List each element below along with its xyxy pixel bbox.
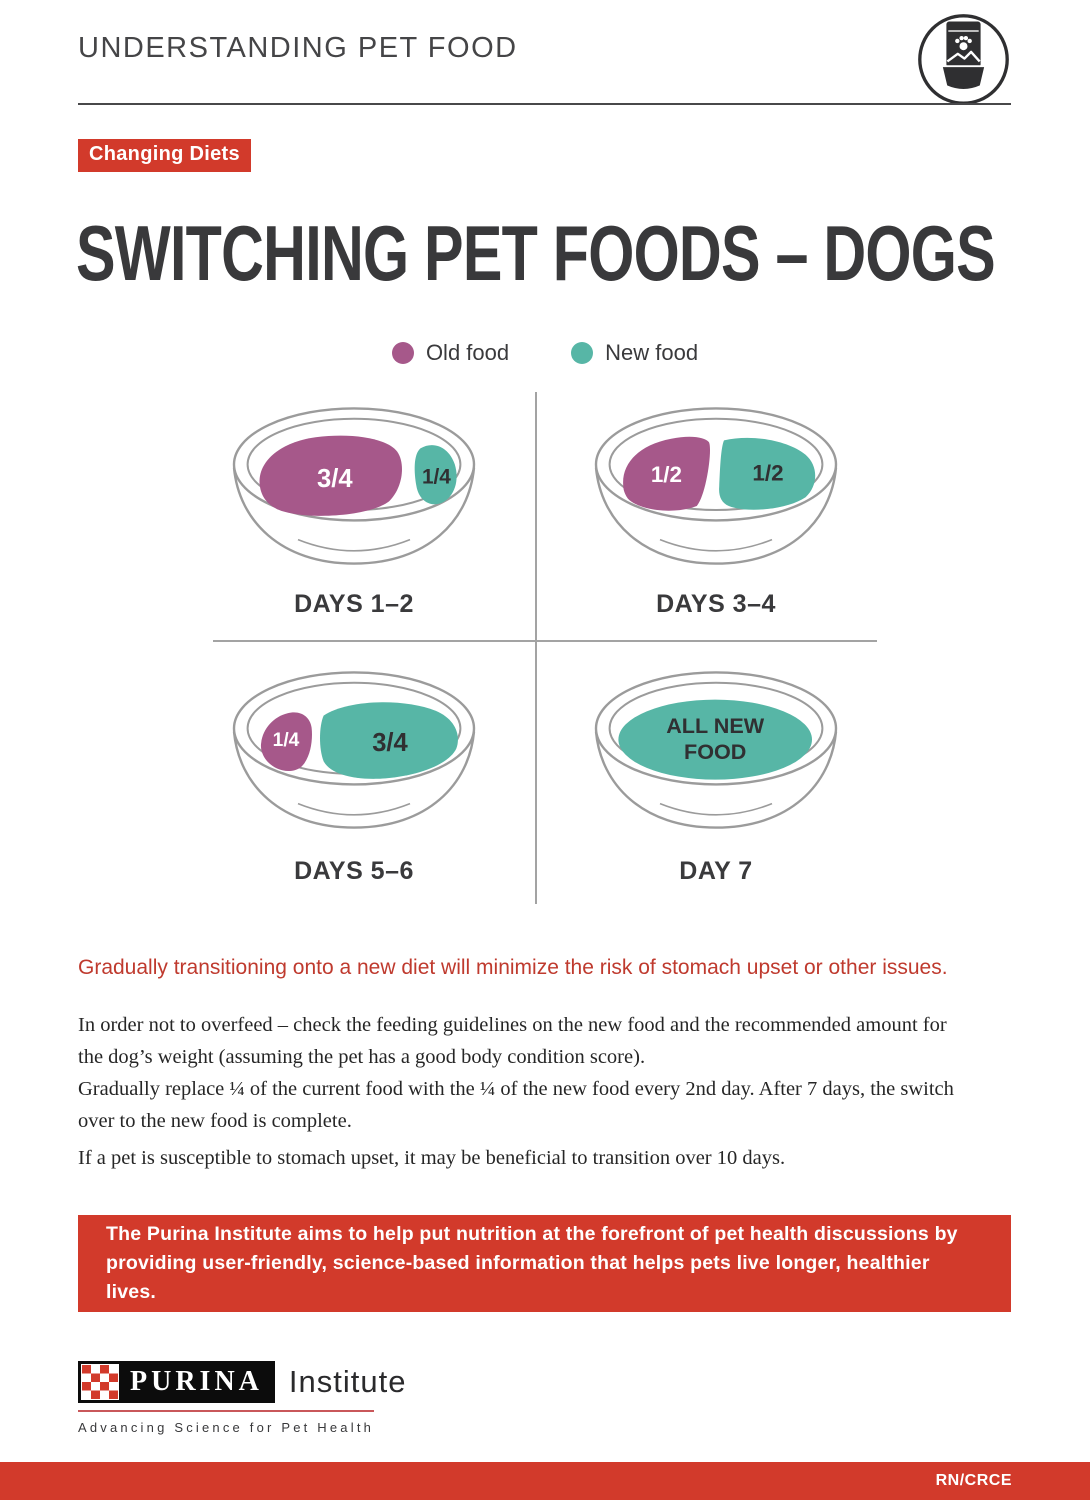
bowl3-label: DAYS 5–6 <box>294 857 414 885</box>
bowl4-new-food-line1: ALL NEW <box>666 713 765 738</box>
logo-tagline: Advancing Science for Pet Health <box>78 1420 375 1435</box>
page-title: SWITCHING PET FOODS – DOGS <box>76 209 996 297</box>
legend-old-label: Old food <box>425 340 510 365</box>
diagram-divider-horizontal <box>213 640 877 642</box>
legend-item-new-food: New food <box>571 340 698 366</box>
bowl4-new-food-line2: FOOD <box>684 739 746 764</box>
pet-food-bag-bowl-icon <box>916 12 1011 112</box>
legend: Old food New food <box>0 340 1090 366</box>
legend-new-label: New food <box>605 340 699 365</box>
bowl-days-1-2: 3/4 1/4 <box>226 402 482 578</box>
body-paragraph-1: In order not to overfeed – check the fee… <box>78 1014 947 1068</box>
bowl2-label: DAYS 3–4 <box>656 590 776 618</box>
purina-wordmark-box: PURINA <box>78 1361 275 1403</box>
body-paragraph-3: If a pet is susceptible to stomach upset… <box>78 1147 786 1169</box>
page-header-title: UNDERSTANDING PET FOOD <box>78 32 518 64</box>
footer-bar: RN/CRCE <box>0 1462 1090 1500</box>
bowl2-old-fraction: 1/2 <box>651 462 682 487</box>
bowl1-new-fraction: 1/4 <box>422 466 451 489</box>
bowl-day-7: ALL NEW FOOD <box>588 666 844 842</box>
bowl3-old-fraction: 1/4 <box>273 730 300 751</box>
new-food-dot-icon <box>571 342 594 364</box>
section-badge: Changing Diets <box>78 139 251 172</box>
header-divider <box>78 103 1011 105</box>
bowl1-old-fraction: 3/4 <box>317 465 353 493</box>
body-paragraph-2: Gradually replace ¼ of the current food … <box>78 1078 954 1132</box>
bowl3-new-fraction: 3/4 <box>372 729 408 757</box>
diagram-divider-vertical <box>535 392 537 904</box>
logo-divider <box>78 1410 374 1412</box>
footer-code: RN/CRCE <box>935 1472 1012 1489</box>
bowl1-label: DAYS 1–2 <box>294 590 414 618</box>
bowl4-label: DAY 7 <box>679 857 753 885</box>
purina-brand-text: PURINA <box>130 1366 263 1397</box>
mission-banner-text: The Purina Institute aims to help put nu… <box>106 1222 958 1304</box>
purina-checkerboard-icon <box>78 1361 122 1403</box>
bowl2-new-fraction: 1/2 <box>752 460 783 485</box>
legend-item-old-food: Old food <box>391 340 510 366</box>
bowl-days-5-6: 1/4 3/4 <box>226 666 482 842</box>
mission-banner: The Purina Institute aims to help put nu… <box>78 1215 1011 1312</box>
old-food-dot-icon <box>391 342 414 364</box>
purina-institute-logo: PURINA Institute Advancing Science for P… <box>78 1361 406 1435</box>
institute-text: Institute <box>288 1364 407 1399</box>
highlight-statement: Gradually transitioning onto a new diet … <box>78 956 948 979</box>
bowl-days-3-4: 1/2 1/2 <box>588 402 844 578</box>
